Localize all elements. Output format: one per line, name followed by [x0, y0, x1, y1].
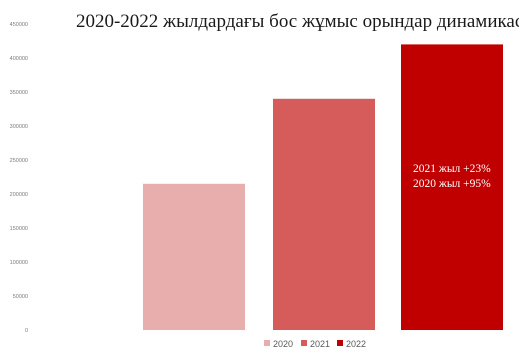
annotation-box: 2021 жыл +23% 2020 жыл +95%	[401, 153, 502, 200]
y-tick-label: 450000	[10, 22, 28, 28]
y-tick-label: 400000	[10, 56, 28, 62]
legend-label: 2021	[310, 339, 330, 349]
annotation-line: 2020 жыл +95%	[413, 178, 491, 190]
legend: 2020 2021 2022	[264, 339, 366, 349]
legend-swatch-2022	[337, 340, 343, 346]
legend-swatch-2021	[301, 340, 307, 346]
bar-2021	[273, 98, 375, 330]
y-tick-label: 250000	[10, 158, 28, 164]
legend-swatch-2020	[264, 340, 270, 346]
y-tick-label: 0	[25, 328, 28, 334]
y-tick-label: 150000	[10, 226, 28, 232]
annotation-box-bg	[401, 153, 502, 200]
y-tick-label: 200000	[10, 192, 28, 198]
legend-label: 2022	[346, 339, 366, 349]
y-tick-label: 300000	[10, 124, 28, 130]
annotation-line: 2021 жыл +23%	[413, 163, 491, 175]
y-tick-label: 50000	[13, 294, 28, 300]
y-axis-ticks: 0 50000 100000 150000 200000 250000 300000 3500…	[10, 22, 28, 334]
bar-2020	[143, 183, 245, 330]
y-tick-label: 350000	[10, 90, 28, 96]
y-tick-label: 100000	[10, 260, 28, 266]
legend-label: 2020	[273, 339, 293, 349]
chart-title: 2020-2022 жылдардағы бос жұмыс орындар д…	[76, 11, 519, 32]
